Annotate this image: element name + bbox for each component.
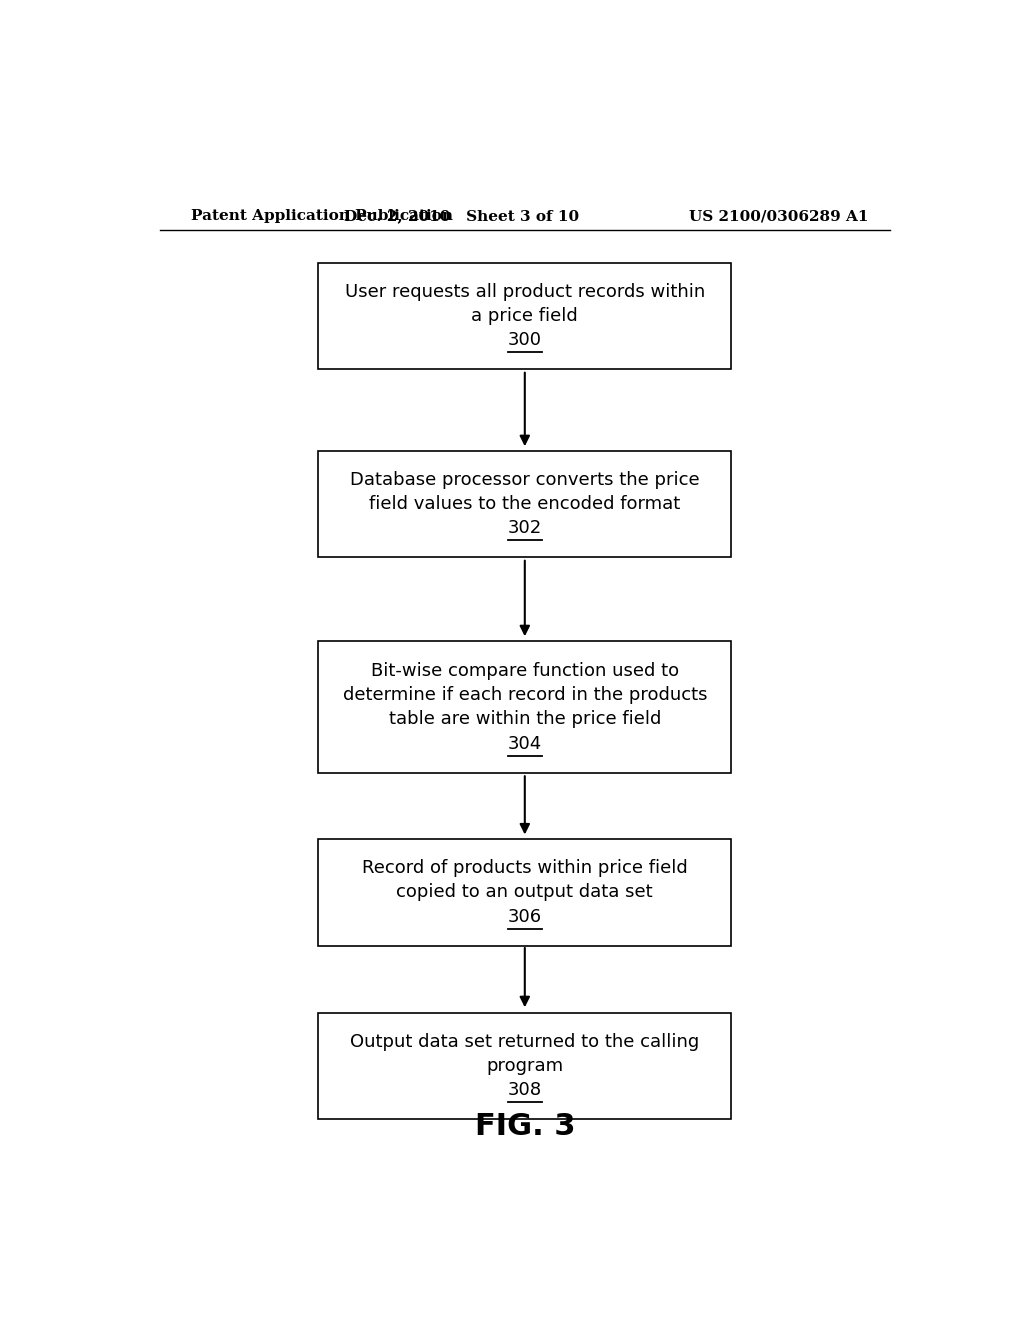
- Text: 306: 306: [508, 908, 542, 925]
- Text: Database processor converts the price: Database processor converts the price: [350, 471, 699, 488]
- FancyBboxPatch shape: [318, 642, 731, 774]
- Text: 300: 300: [508, 331, 542, 350]
- Text: 302: 302: [508, 519, 542, 537]
- Text: program: program: [486, 1057, 563, 1074]
- Text: determine if each record in the products: determine if each record in the products: [343, 686, 707, 704]
- Text: a price field: a price field: [471, 308, 579, 325]
- Text: Bit-wise compare function used to: Bit-wise compare function used to: [371, 661, 679, 680]
- FancyBboxPatch shape: [318, 840, 731, 945]
- Text: User requests all product records within: User requests all product records within: [345, 282, 705, 301]
- FancyBboxPatch shape: [318, 1012, 731, 1119]
- Text: field values to the encoded format: field values to the encoded format: [370, 495, 680, 513]
- Text: copied to an output data set: copied to an output data set: [396, 883, 653, 902]
- Text: Dec. 2, 2010   Sheet 3 of 10: Dec. 2, 2010 Sheet 3 of 10: [344, 210, 579, 223]
- Text: 308: 308: [508, 1081, 542, 1100]
- Text: Output data set returned to the calling: Output data set returned to the calling: [350, 1032, 699, 1051]
- Text: Record of products within price field: Record of products within price field: [361, 859, 688, 876]
- Text: US 2100/0306289 A1: US 2100/0306289 A1: [689, 210, 868, 223]
- FancyBboxPatch shape: [318, 450, 731, 557]
- FancyBboxPatch shape: [318, 263, 731, 370]
- Text: 304: 304: [508, 735, 542, 752]
- Text: FIG. 3: FIG. 3: [474, 1111, 575, 1140]
- Text: table are within the price field: table are within the price field: [389, 710, 660, 729]
- Text: Patent Application Publication: Patent Application Publication: [191, 210, 454, 223]
